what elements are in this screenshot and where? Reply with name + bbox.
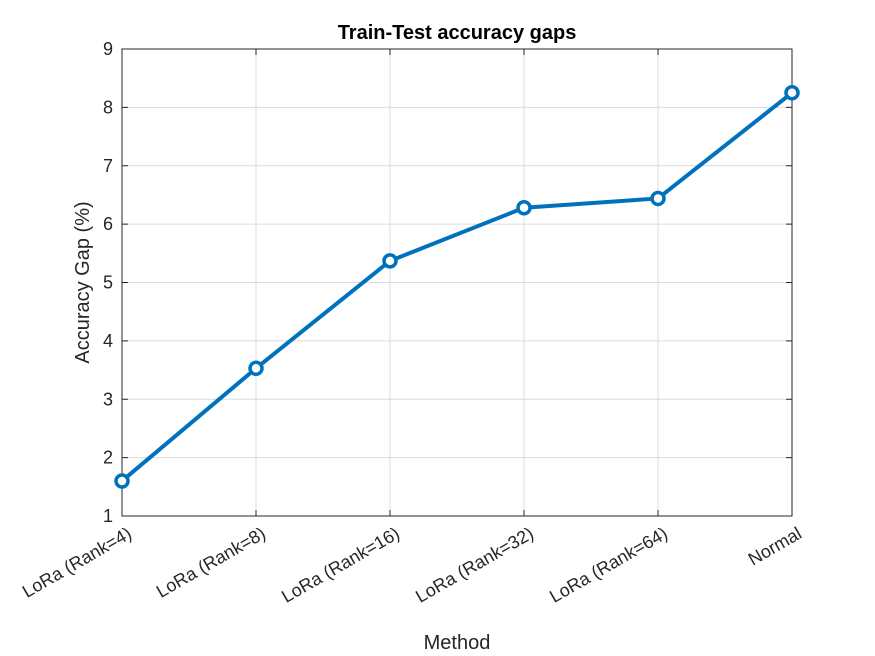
y-tick-label: 7 (103, 156, 113, 176)
x-axis-label: Method (424, 632, 491, 654)
data-point (784, 85, 800, 101)
x-tick-label: LoRa (Rank=64) (546, 523, 671, 607)
x-tick-label: LoRa (Rank=16) (278, 523, 403, 607)
x-tick-label: LoRa (Rank=8) (153, 523, 269, 602)
data-point (114, 473, 130, 489)
y-tick-label: 8 (103, 97, 113, 117)
y-tick-label: 9 (103, 39, 113, 59)
y-tick-label: 2 (103, 448, 113, 468)
y-tick-label: 5 (103, 273, 113, 293)
series-line (120, 90, 794, 483)
y-tick-label: 1 (103, 506, 113, 526)
y-axis: 1 2 3 4 5 6 7 8 9 (103, 39, 792, 526)
grid (121, 48, 793, 517)
x-tick-label: Normal (745, 523, 805, 569)
chart-title: Train-Test accuracy gaps (338, 22, 577, 44)
x-axis: LoRa (Rank=4) LoRa (Rank=8) LoRa (Rank=16)… (19, 49, 805, 607)
y-tick-label: 3 (103, 389, 113, 409)
x-tick-label: LoRa (Rank=32) (412, 523, 537, 607)
y-tick-label: 4 (103, 331, 113, 351)
data-point (248, 360, 264, 377)
data-point (650, 190, 666, 207)
data-point (382, 253, 398, 269)
data-point (516, 200, 532, 216)
x-tick-label: LoRa (Rank=4) (19, 523, 135, 602)
y-axis-label: Accuracy Gap (%) (72, 201, 94, 363)
y-tick-label: 6 (103, 214, 113, 234)
series-group (114, 85, 800, 489)
